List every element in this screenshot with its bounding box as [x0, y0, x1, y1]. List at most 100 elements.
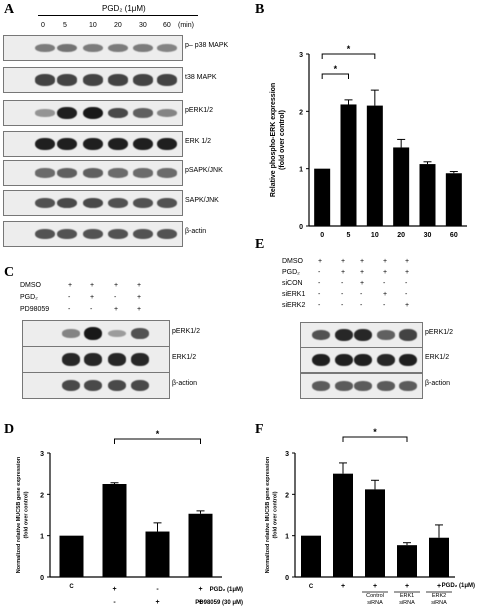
blot-band: [108, 228, 128, 240]
blot-row: [3, 131, 183, 157]
blot-band: [83, 168, 103, 178]
blot-band: [35, 43, 55, 53]
condition-label: PD98059: [20, 306, 50, 313]
condition-mark: +: [383, 258, 388, 265]
condition-mark: +: [137, 282, 142, 289]
blot-band: [133, 108, 153, 118]
blot-label: β-action: [425, 380, 451, 387]
condition-label: siERK1: [282, 291, 306, 298]
timepoint-label: 30: [139, 22, 147, 29]
significance-bracket: [342, 436, 408, 442]
x-tick-label: 5: [347, 232, 351, 239]
condition-mark: +: [68, 282, 73, 289]
condition-mark: -: [318, 269, 321, 276]
y-axis-label-line: Normalized relative MUC5B gene expressio…: [265, 456, 271, 573]
bar: [397, 545, 417, 577]
significance-marker: *: [347, 44, 351, 54]
y-axis-label-line: Normalized relative MUC5B gene expressio…: [16, 456, 22, 573]
blot-band: [335, 353, 353, 367]
condition-label: DMSO: [282, 258, 303, 265]
blot-band: [57, 197, 77, 209]
blot-band: [84, 379, 102, 392]
blot-band: [312, 381, 330, 391]
condition-mark: +: [360, 258, 365, 265]
condition-mark: -: [90, 306, 93, 313]
y-axis-label-line: Relative phospho-ERK expression: [270, 83, 277, 197]
blot-band: [83, 137, 103, 151]
panel-a-treatment-label: PGD₂ (1μM): [102, 4, 146, 13]
condition-mark: +: [383, 291, 388, 298]
panel-letter-b: B: [255, 2, 265, 17]
chart-d: 0 1 2 3 C Normalized relative MUC5B gene expr…: [16, 429, 243, 606]
blot-band: [133, 168, 153, 178]
condition-mark: +: [383, 269, 388, 276]
blot-row: [22, 320, 170, 347]
condition-label: siCON: [282, 280, 303, 287]
blot-band: [335, 328, 353, 342]
x-tick-label: 60: [450, 232, 458, 239]
condition-mark: +: [114, 306, 119, 313]
blot-band: [57, 74, 77, 86]
condition-mark: +: [405, 258, 410, 265]
blot-label: ERK1/2: [425, 354, 450, 361]
blot-row: [3, 67, 183, 93]
bar: [429, 537, 449, 577]
group-label-line: Control: [366, 593, 384, 599]
blot-band: [377, 353, 395, 367]
condition-mark: +: [137, 294, 142, 301]
blot-row: [3, 35, 183, 61]
condition-mark: +: [155, 599, 159, 606]
condition-mark: +: [198, 586, 202, 593]
condition-mark: -: [341, 302, 344, 309]
blot-label: β-action: [172, 379, 198, 387]
group-label-line: siRNA: [431, 600, 447, 606]
panel-letter-a: A: [4, 2, 15, 17]
blot-band: [131, 353, 149, 366]
blot-band: [312, 353, 330, 367]
blot-band: [62, 353, 80, 366]
significance-bracket: [321, 73, 349, 79]
blot-band: [62, 329, 80, 338]
condition-label: PGD₂ (1μM): [442, 583, 475, 589]
condition-label: DMSO: [20, 282, 41, 289]
condition-mark: -: [341, 280, 344, 287]
blot-band: [108, 353, 126, 366]
condition-mark: -: [318, 291, 321, 298]
x-tick-label: 20: [397, 232, 405, 239]
blot-band: [133, 137, 153, 151]
timepoint-label: 0: [41, 22, 45, 29]
blot-band: [157, 137, 177, 151]
blot-band: [157, 43, 177, 53]
blot-row: [22, 372, 170, 399]
timepoint-label: 5: [63, 22, 67, 29]
blot-band: [399, 329, 417, 341]
blot-label: t38 MAPK: [185, 74, 217, 81]
blot-row: [3, 190, 183, 216]
blot-band: [157, 197, 177, 209]
condition-mark: -: [383, 280, 386, 287]
blot-band: [108, 43, 128, 53]
condition-mark: +: [373, 583, 377, 590]
blot-band: [84, 353, 102, 366]
blot-band: [84, 326, 102, 341]
bar: [365, 489, 385, 577]
blot-band: [108, 107, 128, 119]
bar: [301, 535, 321, 577]
chart-b: 01230510203060Time (min)Relative phospho…: [270, 44, 467, 239]
blot-band: [354, 353, 372, 367]
condition-mark: -: [405, 280, 408, 287]
panel-letter-d: D: [4, 422, 15, 437]
bar: [366, 105, 383, 226]
condition-label: PD98059 (30 μM): [195, 600, 243, 606]
blot-band: [157, 108, 177, 118]
blot-band: [312, 329, 330, 341]
condition-mark: -: [360, 302, 363, 309]
blot-band: [83, 43, 103, 53]
x-tick-label: 30: [424, 232, 432, 239]
blot-band: [35, 168, 55, 178]
condition-mark: -: [68, 306, 71, 313]
y-tick-label: 0: [299, 224, 303, 231]
blot-band: [57, 137, 77, 151]
y-tick-label: 1: [299, 167, 303, 174]
condition-mark: +: [360, 269, 365, 276]
